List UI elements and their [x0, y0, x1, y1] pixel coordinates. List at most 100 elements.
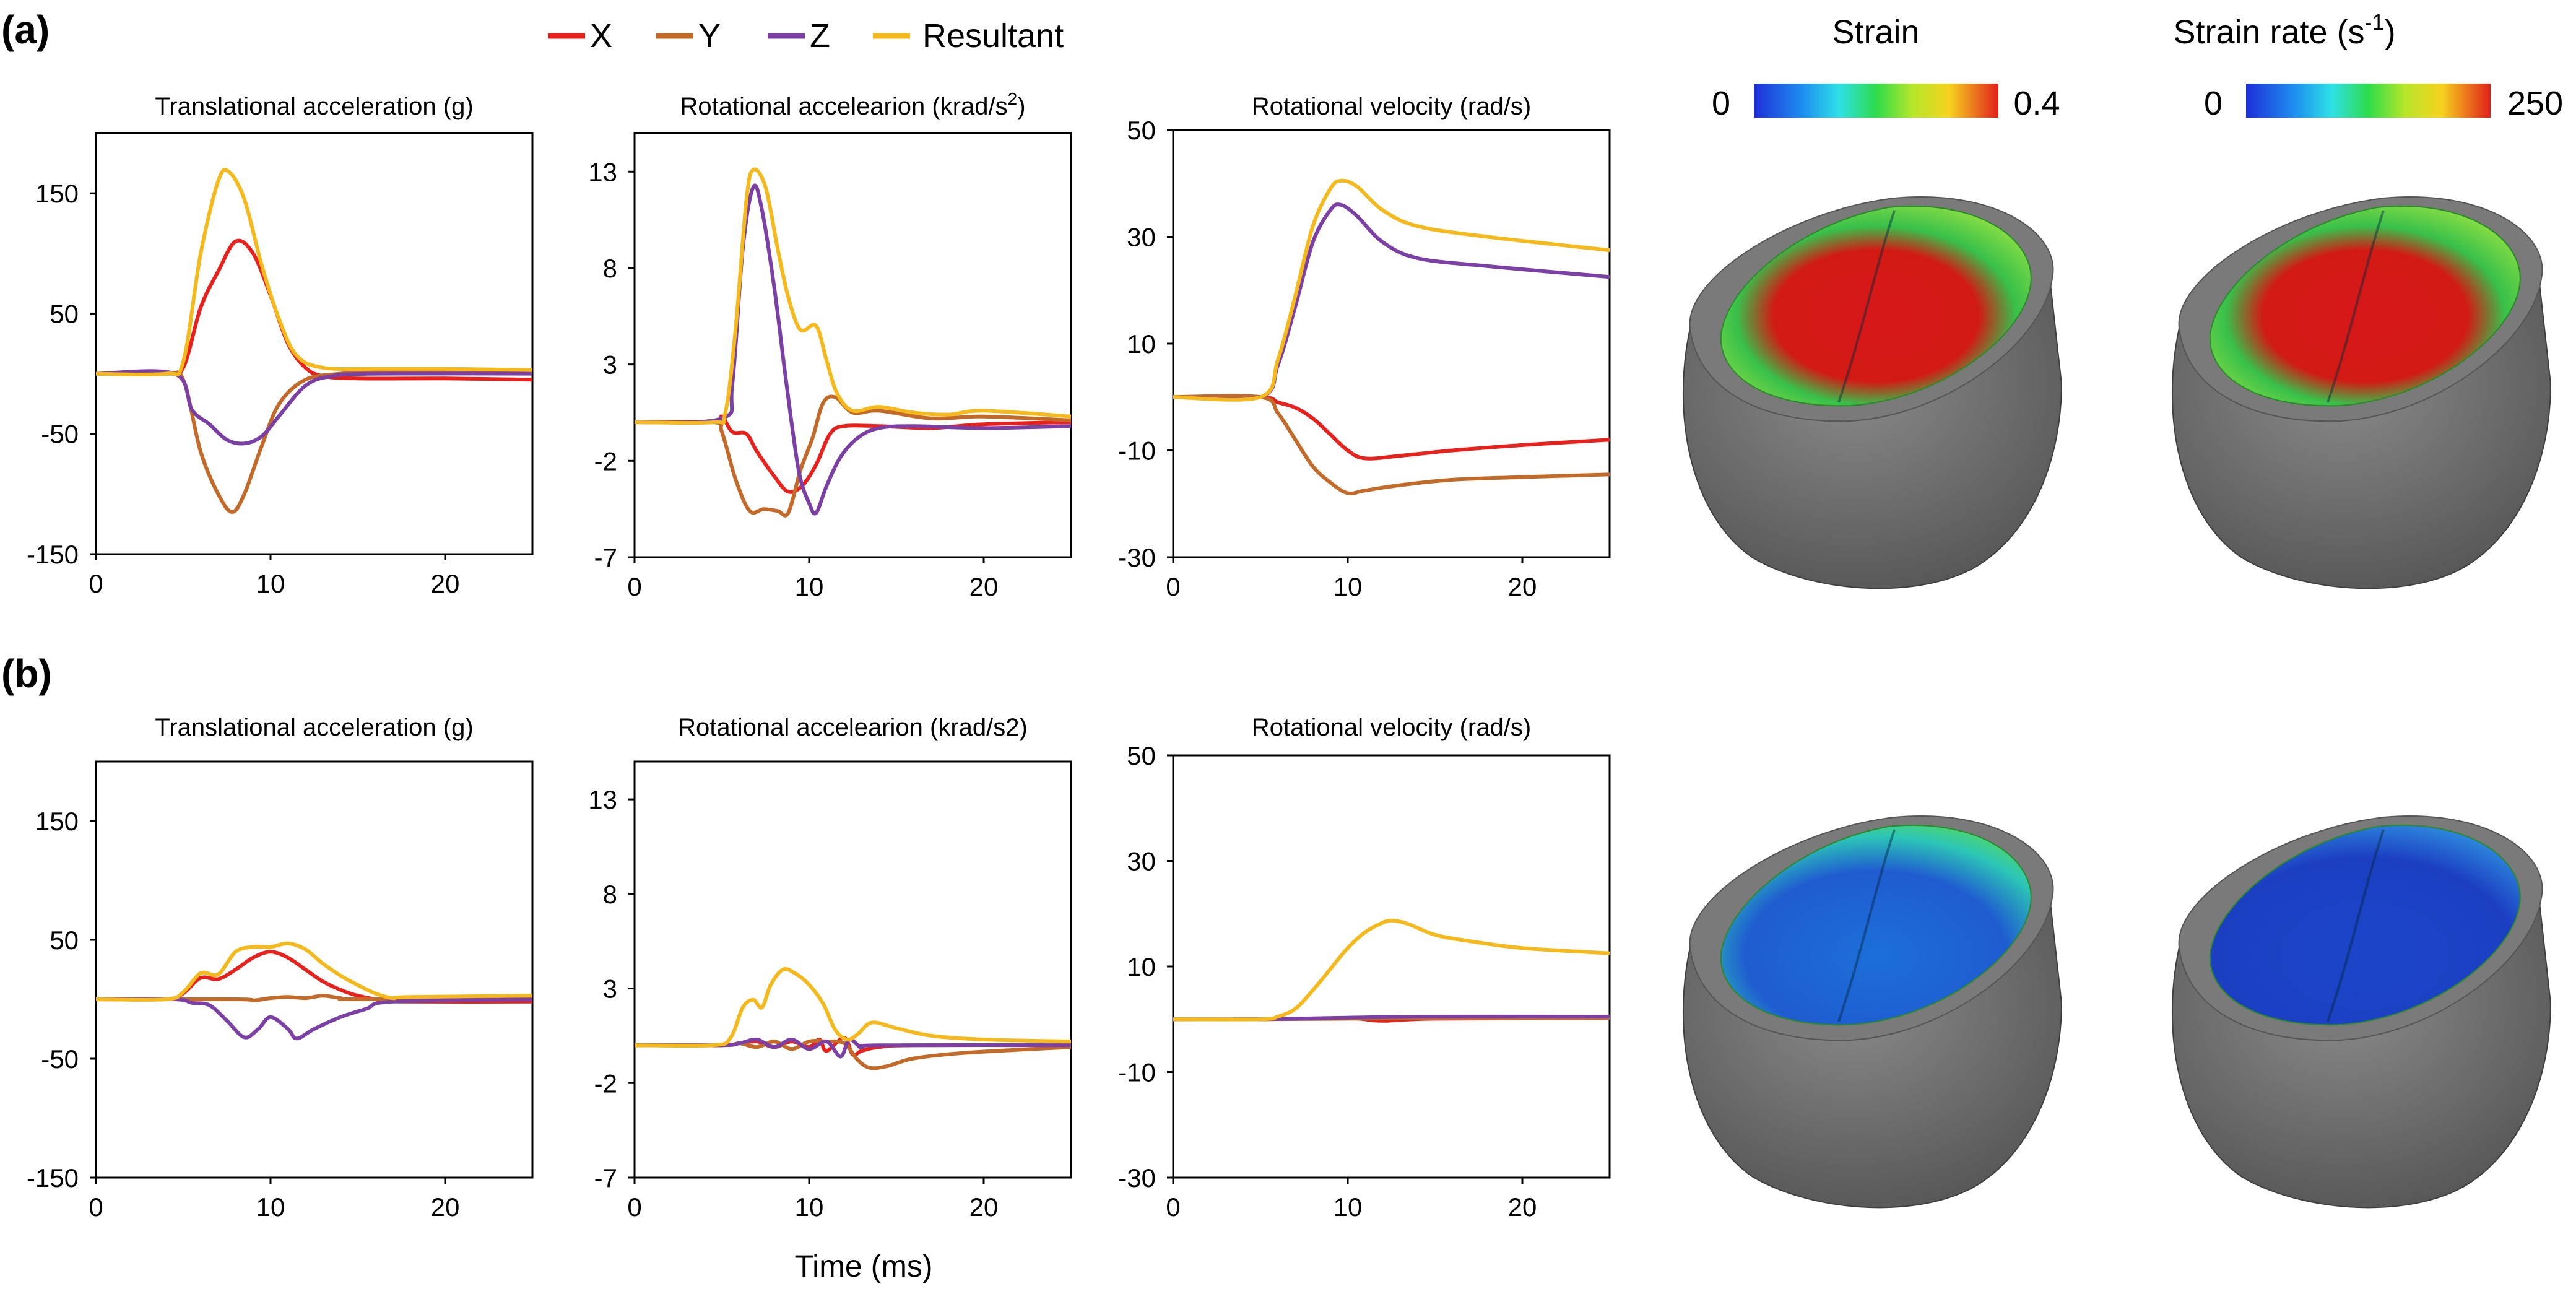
chart-title-text: Translational acceleration (g) — [155, 93, 473, 120]
y-tick-label: 10 — [1127, 952, 1156, 981]
panel-label-a: (a) — [1, 7, 50, 52]
chart-a2: Rotational accelearion (krad/s2) -7 -2 3 8 13… — [588, 89, 1072, 601]
chart-title: Rotational velocity (rad/s) — [1252, 93, 1531, 120]
x-tick-label: 20 — [969, 1192, 999, 1222]
chart-title-text: Rotational accelearion (krad/s2) — [678, 714, 1028, 741]
brain-surface — [1720, 824, 2032, 1026]
x-tick-label: 20 — [969, 572, 999, 601]
x-tick-label: 0 — [1166, 572, 1180, 601]
x-tick-label: 0 — [627, 572, 641, 601]
colorbar-strain-rate: Strain rate (s-1) 0 250 — [2173, 9, 2563, 122]
x-tick-label: 0 — [89, 569, 103, 598]
chart-b3: Rotational velocity (rad/s) -30 -10 10 30 50 0… — [1118, 714, 1611, 1222]
y-tick-label: 30 — [1127, 223, 1156, 252]
series-line-z-b1 — [95, 997, 533, 1041]
series-line-z-a2 — [634, 183, 1072, 516]
chart-title: Rotational velocity (rad/s) — [1252, 714, 1531, 741]
panel-label-b: (b) — [1, 651, 52, 696]
y-tick-label: 8 — [603, 880, 617, 909]
colorbar-strain-gradient — [1754, 84, 1998, 118]
chart-title: Rotational accelearion (krad/s2) — [680, 89, 1025, 120]
y-tick-label: -2 — [594, 1069, 617, 1098]
series-line-x-b1 — [95, 950, 533, 1004]
chart-title-close: ) — [1017, 93, 1025, 120]
colorbar-strain-rate-title-main: Strain rate (s — [2173, 14, 2364, 51]
chart-a3: Rotational velocity (rad/s) -30 -10 10 30 50 0… — [1118, 93, 1611, 601]
series-line-x-a1 — [95, 238, 533, 382]
legend-label-resultant: Resultant — [922, 17, 1064, 54]
chart-title: Rotational accelearion (krad/s2) — [678, 714, 1028, 741]
x-tick-label: 20 — [431, 1192, 460, 1222]
chart-b1: Translational acceleration (g) -150 -50 50 1… — [27, 714, 534, 1222]
y-tick-label: 13 — [588, 785, 617, 814]
brain-surface — [2209, 205, 2521, 407]
brain-a-strain — [1682, 196, 2063, 589]
y-tick-label: -150 — [27, 1163, 79, 1192]
plot-frame — [1172, 129, 1611, 558]
y-tick-label: 3 — [603, 350, 617, 380]
x-tick-label: 10 — [256, 569, 285, 598]
series-line-x-a3 — [1173, 394, 1610, 461]
legend-label-x: X — [590, 17, 612, 54]
legend-label-y: Y — [698, 17, 721, 54]
plot-frame — [1172, 754, 1611, 1179]
x-tick-label: 20 — [1508, 1192, 1537, 1222]
y-tick-label: 13 — [588, 157, 617, 186]
colorbar-strain: Strain 0 0.4 — [1712, 14, 2060, 122]
chart-title: Translational acceleration (g) — [155, 93, 473, 120]
chart-title-text: Rotational velocity (rad/s) — [1252, 93, 1531, 120]
colorbar-strain-rate-min: 0 — [2204, 85, 2223, 122]
series-line-y-a1 — [95, 369, 533, 514]
chart-title-text: Translational acceleration (g) — [155, 714, 473, 741]
x-tick-label: 10 — [1334, 1192, 1363, 1222]
brain-fissure — [1837, 210, 1896, 403]
chart-title-text: Rotational velocity (rad/s) — [1252, 714, 1531, 741]
y-tick-label: -10 — [1118, 436, 1156, 466]
y-tick-label: -7 — [594, 543, 617, 572]
y-tick-label: -7 — [594, 1163, 617, 1192]
colorbar-strain-rate-max: 250 — [2507, 85, 2563, 122]
series-line-y-a2 — [634, 394, 1072, 518]
series-line-resultant-a2 — [634, 167, 1072, 425]
series-line-resultant-a1 — [95, 168, 533, 377]
plot-frame — [633, 760, 1072, 1179]
y-tick-label: 8 — [603, 254, 617, 283]
y-tick-label: -10 — [1118, 1058, 1156, 1087]
y-tick-label: 50 — [50, 926, 79, 955]
shared-xlabel: Time (ms) — [794, 1249, 932, 1283]
brain-b-strain — [1682, 815, 2063, 1209]
y-tick-label: 3 — [603, 975, 617, 1004]
colorbar-strain-max: 0.4 — [2013, 85, 2060, 122]
brain-a-strain-rate — [2171, 196, 2552, 589]
colorbar-strain-title: Strain — [1832, 14, 1919, 51]
brain-fissure — [2327, 210, 2385, 403]
brain-b-strain-rate — [2171, 815, 2552, 1209]
y-tick-label: -50 — [41, 1044, 79, 1074]
brain-surface — [1720, 205, 2032, 407]
x-tick-label: 0 — [89, 1192, 103, 1222]
brain-surface — [2209, 824, 2521, 1026]
x-tick-label: 0 — [627, 1192, 641, 1222]
y-tick-label: 50 — [1127, 741, 1156, 770]
y-tick-label: 50 — [50, 299, 79, 328]
chart-title-text: Rotational accelearion (krad/s — [680, 93, 1007, 120]
colorbar-strain-rate-title-close: ) — [2385, 14, 2396, 51]
series-line-z-a1 — [95, 369, 533, 446]
colorbar-strain-rate-title: Strain rate (s-1) — [2173, 9, 2395, 51]
series-line-resultant-b3 — [1173, 918, 1610, 1022]
x-tick-label: 10 — [795, 1192, 824, 1222]
y-tick-label: -50 — [41, 420, 79, 449]
series-line-resultant-b2 — [634, 967, 1072, 1048]
chart-b2: Rotational accelearion (krad/s2) -7 -2 3 8 13… — [588, 714, 1072, 1222]
series-line-y-b1 — [95, 994, 533, 1002]
y-tick-label: 30 — [1127, 847, 1156, 876]
x-tick-label: 20 — [431, 569, 460, 598]
legend-label-z: Z — [810, 17, 830, 54]
y-tick-label: -150 — [27, 540, 79, 569]
series-line-z-b2 — [634, 1037, 1072, 1059]
y-tick-label: 150 — [35, 807, 79, 836]
colorbar-strain-rate-title-sup: -1 — [2365, 9, 2385, 35]
series-line-y-a3 — [1173, 394, 1610, 496]
y-tick-label: -30 — [1118, 1163, 1156, 1192]
